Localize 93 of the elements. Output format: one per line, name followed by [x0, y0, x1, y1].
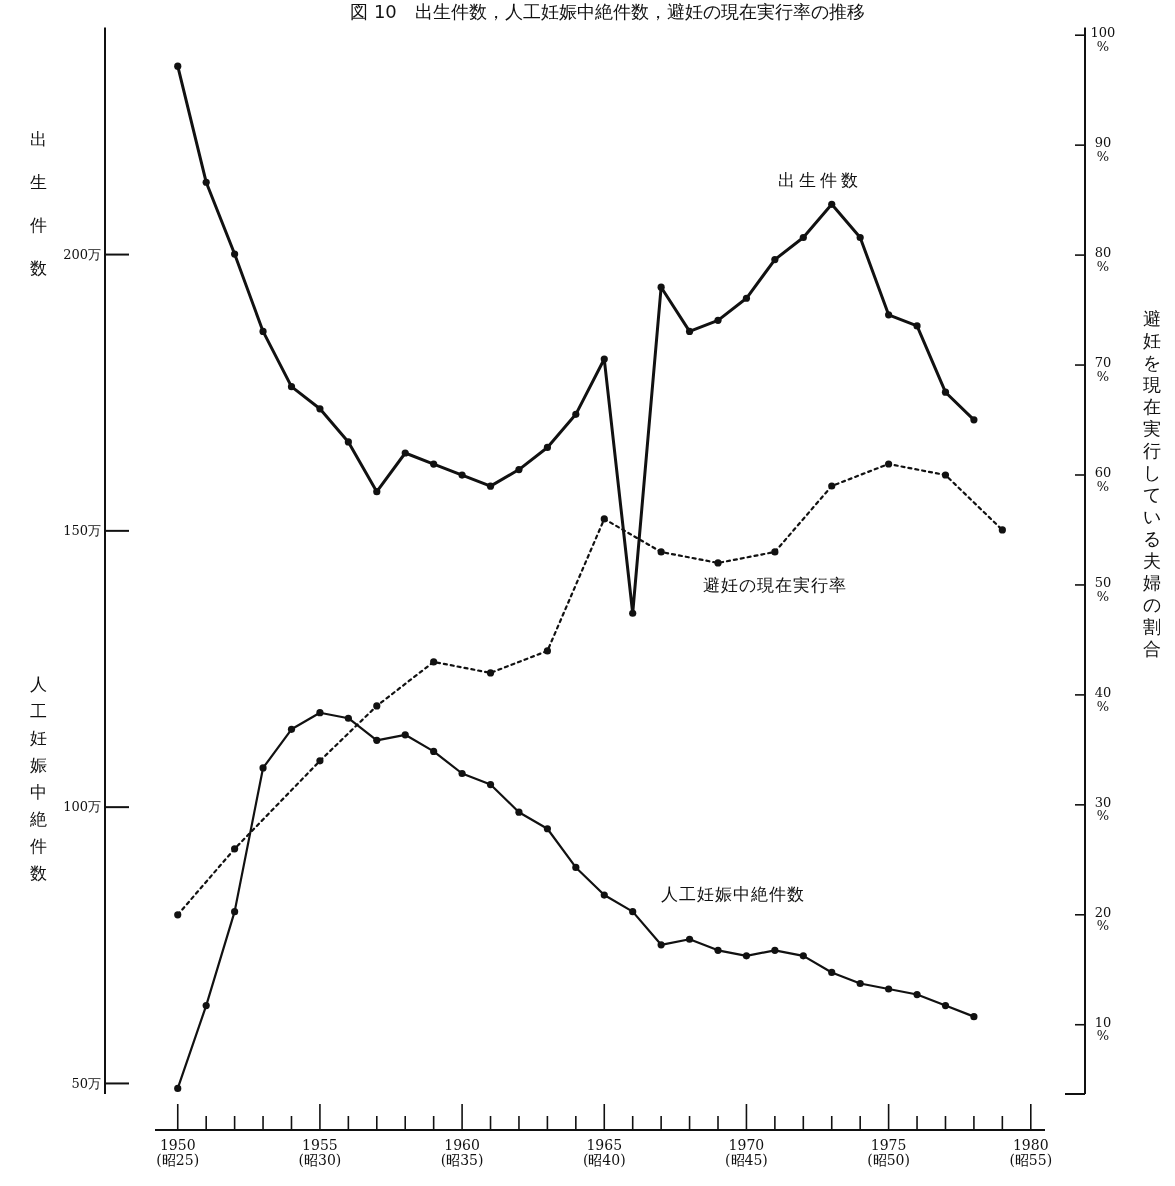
point	[714, 316, 722, 324]
point	[714, 946, 722, 954]
point	[486, 780, 495, 789]
point	[629, 609, 637, 617]
y-tick-label: 100万	[63, 799, 101, 815]
point	[430, 747, 438, 755]
point	[885, 985, 893, 993]
y2-tick-label: 90 %	[1094, 135, 1112, 164]
text: (昭40)	[582, 1152, 626, 1168]
x-tick-label: 1950	[159, 1137, 196, 1153]
point	[572, 863, 580, 872]
point	[486, 482, 495, 490]
y2-tick-label: 20 %	[1094, 904, 1112, 934]
point	[174, 1084, 182, 1093]
point	[543, 825, 551, 833]
point	[515, 465, 523, 474]
point	[316, 709, 324, 717]
point	[259, 327, 267, 336]
x-tick-label: 1965	[586, 1137, 623, 1153]
point	[202, 178, 210, 186]
point	[771, 946, 779, 954]
point	[515, 808, 523, 816]
text: (昭30)	[298, 1152, 342, 1168]
y-tick-label: 150万	[63, 523, 101, 539]
y2-tick-label: 70 %	[1094, 355, 1112, 384]
point	[941, 388, 950, 396]
x-tick-label: 1980	[1012, 1137, 1049, 1153]
point	[685, 935, 694, 943]
text: (昭35)	[440, 1152, 484, 1168]
point	[799, 952, 807, 960]
point	[600, 891, 608, 899]
point	[828, 968, 836, 977]
point	[885, 311, 893, 319]
point	[344, 714, 352, 722]
y2-tick-label: 80 %	[1094, 245, 1112, 274]
point	[600, 355, 608, 363]
chart-title: 図 10 出生件数，人工妊娠中絶件数，避妊の現在実行率の推移	[350, 1, 865, 22]
y2-tick-label: 40 %	[1094, 684, 1112, 714]
text: 人工妊娠中絶件数	[28, 674, 47, 883]
point	[430, 460, 438, 468]
y2-tick-label: 30 %	[1094, 794, 1112, 824]
point	[742, 952, 751, 960]
point	[287, 383, 296, 391]
y-tick-label: 200万	[63, 246, 101, 262]
y2-tick-label: 10 %	[1094, 1014, 1112, 1044]
y2-tick-label: 100 %	[1090, 25, 1116, 54]
text: 避妊を現在実行している夫婦の割合	[1143, 308, 1161, 659]
x-tick-label: 1955	[302, 1137, 338, 1153]
point	[629, 908, 637, 916]
point	[657, 941, 665, 949]
point	[657, 283, 665, 291]
point	[572, 410, 580, 418]
point	[202, 1001, 210, 1010]
point	[856, 979, 864, 988]
x-tick-label: 1975	[870, 1137, 907, 1153]
text: (昭25)	[156, 1152, 200, 1168]
point	[373, 736, 381, 744]
text: 出生件数	[29, 129, 47, 278]
point	[970, 416, 978, 424]
point	[373, 488, 381, 496]
y-tick-label: 50万	[71, 1075, 101, 1091]
point	[458, 769, 466, 778]
x-tick-label: 1970	[728, 1137, 765, 1153]
point	[856, 233, 864, 242]
point	[771, 255, 779, 264]
point	[458, 471, 466, 479]
point	[231, 250, 239, 258]
point	[913, 990, 921, 999]
y2-tick-label: 50 %	[1094, 574, 1112, 604]
series-label: 避妊の現在実行率	[703, 574, 847, 595]
point	[316, 405, 324, 413]
series-label: 出生件数	[777, 170, 862, 191]
point	[174, 62, 182, 70]
text: (昭55)	[1009, 1152, 1053, 1168]
point	[970, 1013, 978, 1021]
point	[742, 294, 751, 302]
point	[685, 327, 694, 336]
point	[828, 200, 836, 208]
x-tick-label: 1960	[444, 1137, 480, 1153]
point	[913, 322, 921, 330]
point	[344, 438, 352, 446]
text: (昭45)	[725, 1152, 768, 1168]
y2-tick-label: 60 %	[1094, 464, 1112, 494]
point	[941, 1001, 950, 1010]
point	[401, 731, 409, 739]
series-label: 人工妊娠中絶件数	[661, 883, 806, 904]
point	[401, 449, 409, 457]
point	[259, 764, 267, 772]
point	[543, 443, 551, 452]
point	[287, 725, 296, 733]
text: (昭50)	[867, 1152, 910, 1168]
point	[799, 233, 807, 242]
point	[231, 908, 239, 916]
